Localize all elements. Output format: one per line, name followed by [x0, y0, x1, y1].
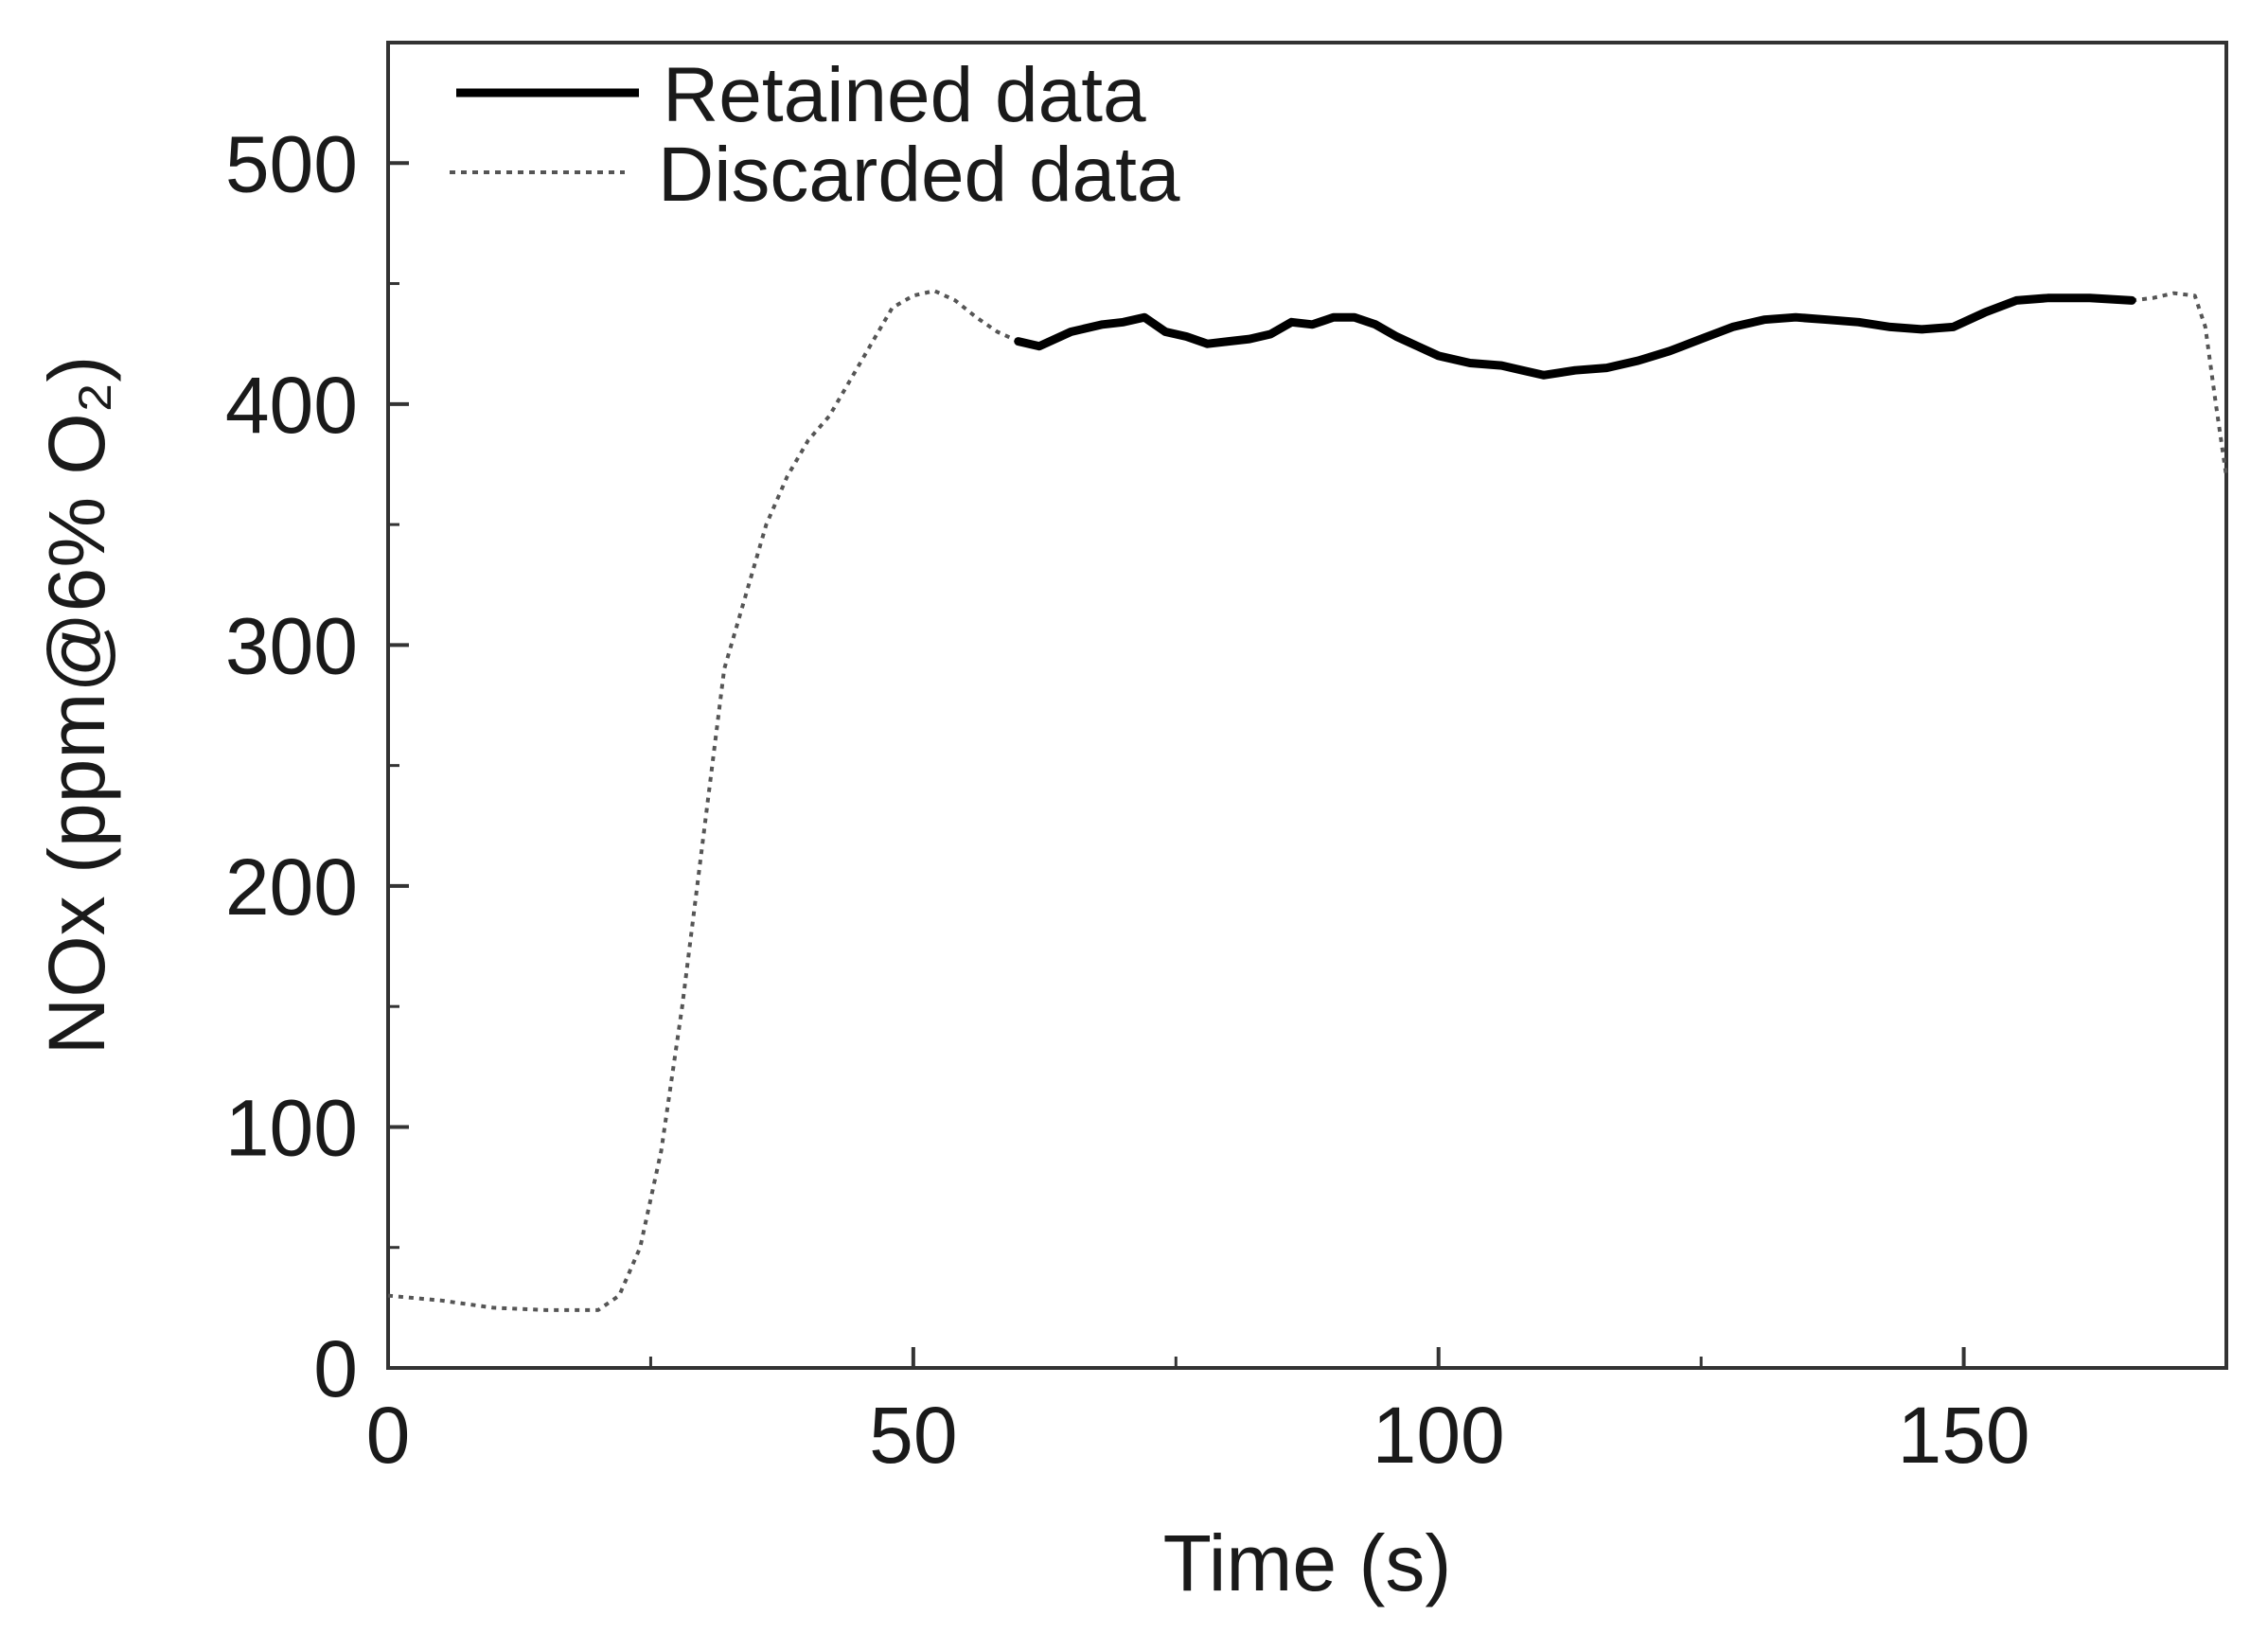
x-axis-title: Time (s) — [1163, 1518, 1452, 1607]
series-line-discarded-start — [387, 289, 1019, 1312]
y-axis-title: NOx (ppm@6% O₂) — [32, 356, 121, 1056]
x-tick-label: 150 — [1897, 1391, 2029, 1480]
x-tick-label: 100 — [1373, 1391, 1505, 1480]
legend-label-retained: Retained data — [663, 52, 1146, 138]
series-line-retained — [1014, 293, 2136, 380]
y-tick-label: 100 — [225, 1083, 358, 1172]
y-tick-label: 200 — [225, 843, 358, 932]
x-tick-label: 0 — [366, 1391, 411, 1480]
legend: Retained data Discarded data — [450, 52, 1180, 218]
y-tick-label: 300 — [225, 601, 358, 690]
y-tick-label: 500 — [225, 119, 358, 208]
series-line-discarded-end — [2131, 291, 2228, 477]
plot-frame — [386, 41, 2228, 1370]
y-tick-label: 400 — [225, 361, 358, 450]
legend-label-discarded: Discarded data — [658, 132, 1180, 218]
y-tick-label: 0 — [313, 1324, 358, 1413]
x-tick-label: 50 — [869, 1391, 957, 1480]
